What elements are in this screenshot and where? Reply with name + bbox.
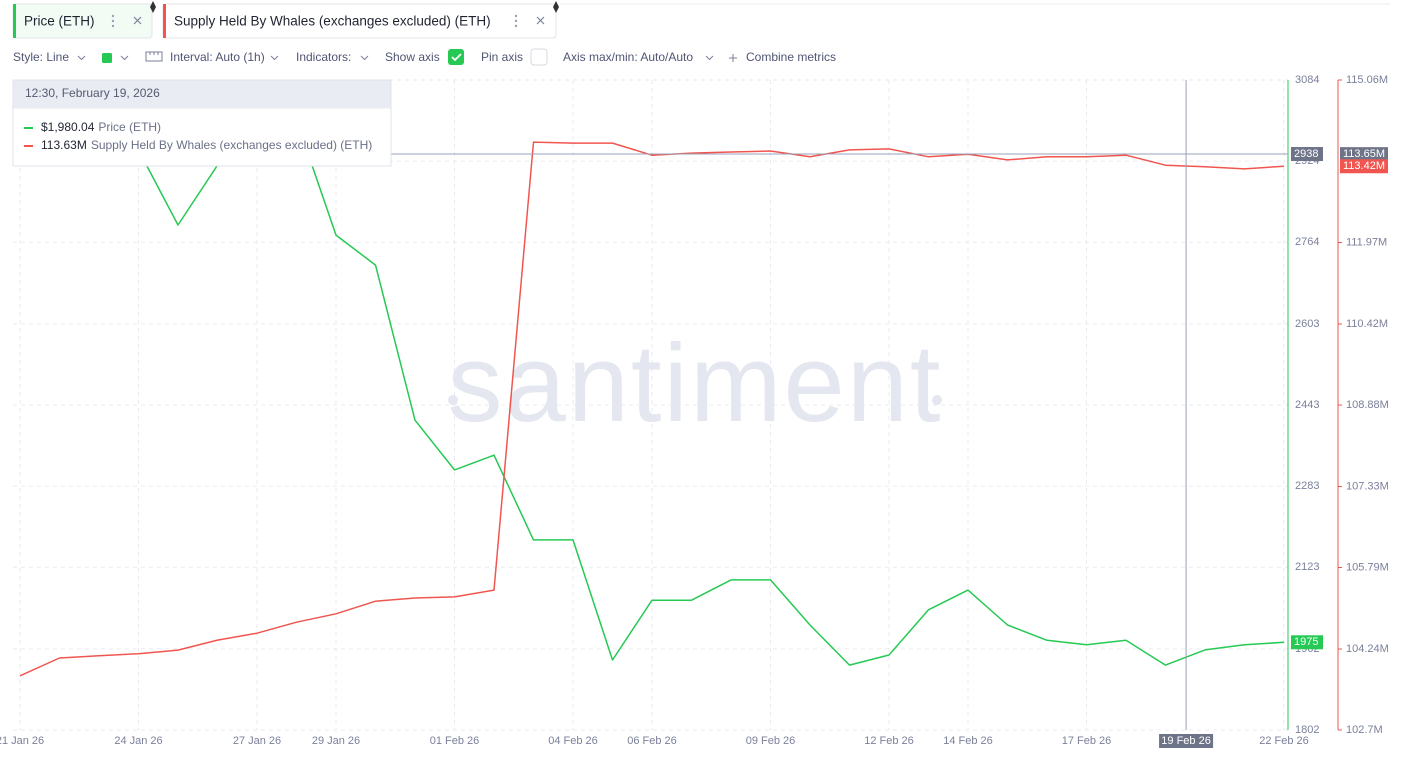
- show-axis-checkbox[interactable]: [448, 49, 464, 65]
- tooltip-row: 113.63M Supply Held By Whales (exchanges …: [41, 138, 372, 152]
- y2-tick-label: 111.97M: [1346, 236, 1387, 248]
- x-tick-label: 14 Feb 26: [943, 735, 993, 747]
- eth-icon: [150, 1, 156, 13]
- x-tick-label: 04 Feb 26: [548, 735, 598, 747]
- combine-metrics[interactable]: Combine metrics: [746, 50, 836, 64]
- y2-tick-label: 102.7M: [1346, 724, 1383, 736]
- x-tick-label: 12 Feb 26: [864, 735, 914, 747]
- indicators-menu[interactable]: Indicators:: [296, 50, 351, 64]
- y-tick-label: 3084: [1295, 74, 1319, 86]
- crosshair-x-label: 19 Feb 26: [1161, 735, 1211, 747]
- pin-axis-label[interactable]: Pin axis: [481, 50, 523, 64]
- x-tick-label: 22 Feb 26: [1259, 735, 1309, 747]
- last-value-badge: [1340, 159, 1388, 174]
- interval-menu[interactable]: Interval: Auto (1h): [170, 50, 265, 64]
- crosshair-x-badge: [1159, 734, 1214, 748]
- close-icon[interactable]: [133, 16, 142, 25]
- tooltip-series: Price (ETH): [98, 120, 161, 134]
- y2-tick-label: 105.79M: [1346, 561, 1389, 573]
- tooltip-value: 113.63M: [41, 138, 87, 152]
- y-tick-label: 2443: [1295, 399, 1319, 411]
- y2-tick-label: 104.24M: [1346, 643, 1389, 655]
- last-value-label: 1975: [1294, 636, 1318, 648]
- x-tick-label: 21 Jan 26: [0, 735, 44, 747]
- x-tick-label: 27 Jan 26: [233, 735, 281, 747]
- x-tick-label: 09 Feb 26: [746, 735, 796, 747]
- watermark-dot: [448, 395, 458, 405]
- crosshair-y2-label: 113.65M: [1343, 148, 1385, 160]
- menu-icon[interactable]: [514, 14, 518, 28]
- x-tick-label: 24 Jan 26: [114, 735, 162, 747]
- axis-range-menu[interactable]: Axis max/min: Auto/Auto: [563, 50, 693, 64]
- x-tick-label: 17 Feb 26: [1062, 735, 1112, 747]
- y-tick-label: 1802: [1295, 724, 1319, 736]
- x-tick-label: 29 Jan 26: [312, 735, 360, 747]
- tooltip-time: 12:30, February 19, 2026: [25, 86, 160, 100]
- show-axis-label[interactable]: Show axis: [385, 50, 440, 64]
- color-swatch[interactable]: [102, 53, 112, 63]
- y-tick-label: 2764: [1295, 236, 1319, 248]
- y-tick-label: 2283: [1295, 480, 1319, 492]
- check-icon: [451, 53, 462, 62]
- chevrons: [77, 51, 737, 62]
- menu-icon[interactable]: [111, 14, 115, 28]
- tooltip-row: $1,980.04 Price (ETH): [41, 120, 161, 134]
- eth-icon: [553, 1, 559, 13]
- last-value-label: 113.42M: [1343, 160, 1385, 172]
- x-tick-label: 06 Feb 26: [627, 735, 677, 747]
- y2-tick-label: 115.06M: [1346, 74, 1388, 86]
- tab-accent: [13, 4, 16, 38]
- crosshair-y2-badge: [1340, 147, 1388, 162]
- tooltip-header: [13, 80, 391, 109]
- plot: 21 Jan 26 24 Jan 26 27 Jan 26 29 Jan 26 01 F…: [0, 74, 1389, 748]
- crosshair-y-label: 2938: [1294, 148, 1318, 160]
- watermark: santiment: [448, 322, 943, 445]
- pin-axis-checkbox[interactable]: [530, 48, 548, 66]
- x-tick-label: 01 Feb 26: [430, 735, 480, 747]
- y-tick-label: 2123: [1295, 561, 1319, 573]
- watermark-dot: [932, 395, 942, 405]
- close-icon[interactable]: [536, 16, 545, 25]
- last-value-badge: [1291, 635, 1323, 650]
- tab-label[interactable]: Price (ETH): [24, 14, 95, 29]
- y-tick-label: 2603: [1295, 318, 1319, 330]
- y2-tick-label: 107.33M: [1346, 480, 1389, 492]
- tab-label[interactable]: Supply Held By Whales (exchanges exclude…: [174, 14, 491, 29]
- style-menu[interactable]: Style: Line: [13, 50, 69, 64]
- tooltip-series: Supply Held By Whales (exchanges exclude…: [91, 138, 372, 152]
- tab-accent: [163, 4, 166, 38]
- series-line: [19, 141, 1285, 677]
- crosshair-y-badge: [1291, 147, 1323, 162]
- tooltip-value: $1,980.04: [41, 120, 95, 134]
- y2-tick-label: 110.42M: [1346, 318, 1388, 330]
- y2-tick-label: 108.88M: [1346, 399, 1389, 411]
